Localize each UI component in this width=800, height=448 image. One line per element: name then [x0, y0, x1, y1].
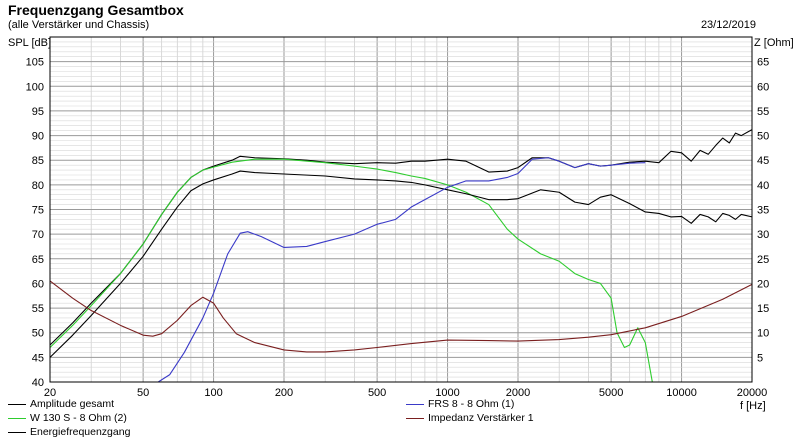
y-left-tick-label: 70: [32, 229, 44, 241]
legend-label: W 130 S - 8 Ohm (2): [30, 412, 127, 424]
y-right-tick-label: 5: [757, 352, 763, 364]
legend-label: Amplitude gesamt: [30, 398, 115, 410]
legend-item-1: Amplitude gesamt: [8, 398, 114, 410]
legend-label: FRS 8 - 8 Ohm (1): [428, 398, 515, 410]
legend-item-5: Impedanz Verstärker 1: [406, 412, 534, 424]
y-right-tick-label: 25: [757, 254, 769, 266]
x-tick-label: 5000: [599, 387, 623, 399]
series-line-4: [50, 157, 646, 383]
y-right-tick-label: 30: [757, 229, 769, 241]
chart-subtitle: (alle Verstärker und Chassis): [8, 19, 150, 31]
series-group: [49, 129, 753, 383]
series-line-3: [49, 170, 753, 358]
y-right-tick-label: 40: [757, 180, 769, 192]
y-axis-label-left: SPL [dB]: [8, 37, 51, 49]
y-left-tick-label: 100: [26, 81, 44, 93]
y-left-tick-label: 80: [32, 180, 44, 192]
y-left-tick-label: 55: [32, 303, 44, 315]
legend-swatch: [8, 403, 26, 405]
y-right-tick-label: 15: [757, 303, 769, 315]
y-right-tick-label: 55: [757, 106, 769, 118]
y-right-tick-label: 50: [757, 131, 769, 143]
x-tick-label: 10000: [666, 387, 697, 399]
x-tick-label: 20: [44, 387, 56, 399]
series-line-5: [49, 280, 753, 353]
y-right-tick-label: 45: [757, 155, 769, 167]
y-left-tick-label: 90: [32, 131, 44, 143]
legend-item-2: W 130 S - 8 Ohm (2): [8, 412, 127, 424]
x-tick-label: 500: [368, 387, 386, 399]
y-left-tick-label: 105: [26, 57, 44, 69]
legend-label: Energiefrequenzgang: [30, 426, 131, 438]
y-left-tick-label: 75: [32, 205, 44, 217]
y-left-tick-label: 45: [32, 352, 44, 364]
y-right-tick-label: 35: [757, 205, 769, 217]
x-tick-label: 2000: [506, 387, 530, 399]
y-left-tick-label: 40: [32, 377, 44, 389]
legend-swatch: [406, 417, 424, 419]
y-right-tick-label: 20: [757, 278, 769, 290]
chart-date: 23/12/2019: [700, 19, 756, 31]
legend-item-3: Energiefrequenzgang: [8, 426, 130, 438]
legend-item-4: FRS 8 - 8 Ohm (1): [406, 398, 514, 410]
legend-swatch: [406, 403, 424, 405]
chart-title: Frequenzgang Gesamtbox: [8, 2, 184, 18]
y-left-tick-label: 65: [32, 254, 44, 266]
x-tick-label: 20000: [737, 387, 768, 399]
y-right-tick-label: 65: [757, 57, 769, 69]
grid: [50, 37, 752, 382]
x-tick-label: 50: [137, 387, 149, 399]
legend-swatch: [8, 431, 26, 433]
y-right-tick-label: 10: [757, 328, 769, 340]
x-tick-label: 100: [204, 387, 222, 399]
y-left-tick-label: 50: [32, 328, 44, 340]
y-left-tick-label: 60: [32, 278, 44, 290]
series-line-2: [49, 158, 752, 383]
plot-frame: [49, 36, 753, 383]
x-tick-label: 1000: [435, 387, 459, 399]
tick-labels: 20 50 100 200 500 1000 2000 5000 10000 20000 40 45 5…: [26, 57, 770, 399]
x-axis-label: f [Hz]: [740, 400, 766, 412]
legend-swatch: [8, 417, 26, 419]
legend-label: Impedanz Verstärker 1: [428, 412, 534, 424]
y-left-tick-label: 95: [32, 106, 44, 118]
y-axis-label-right: Z [Ohm]: [754, 37, 794, 49]
y-right-tick-label: 60: [757, 81, 769, 93]
x-tick-label: 200: [275, 387, 293, 399]
y-left-tick-label: 85: [32, 155, 44, 167]
